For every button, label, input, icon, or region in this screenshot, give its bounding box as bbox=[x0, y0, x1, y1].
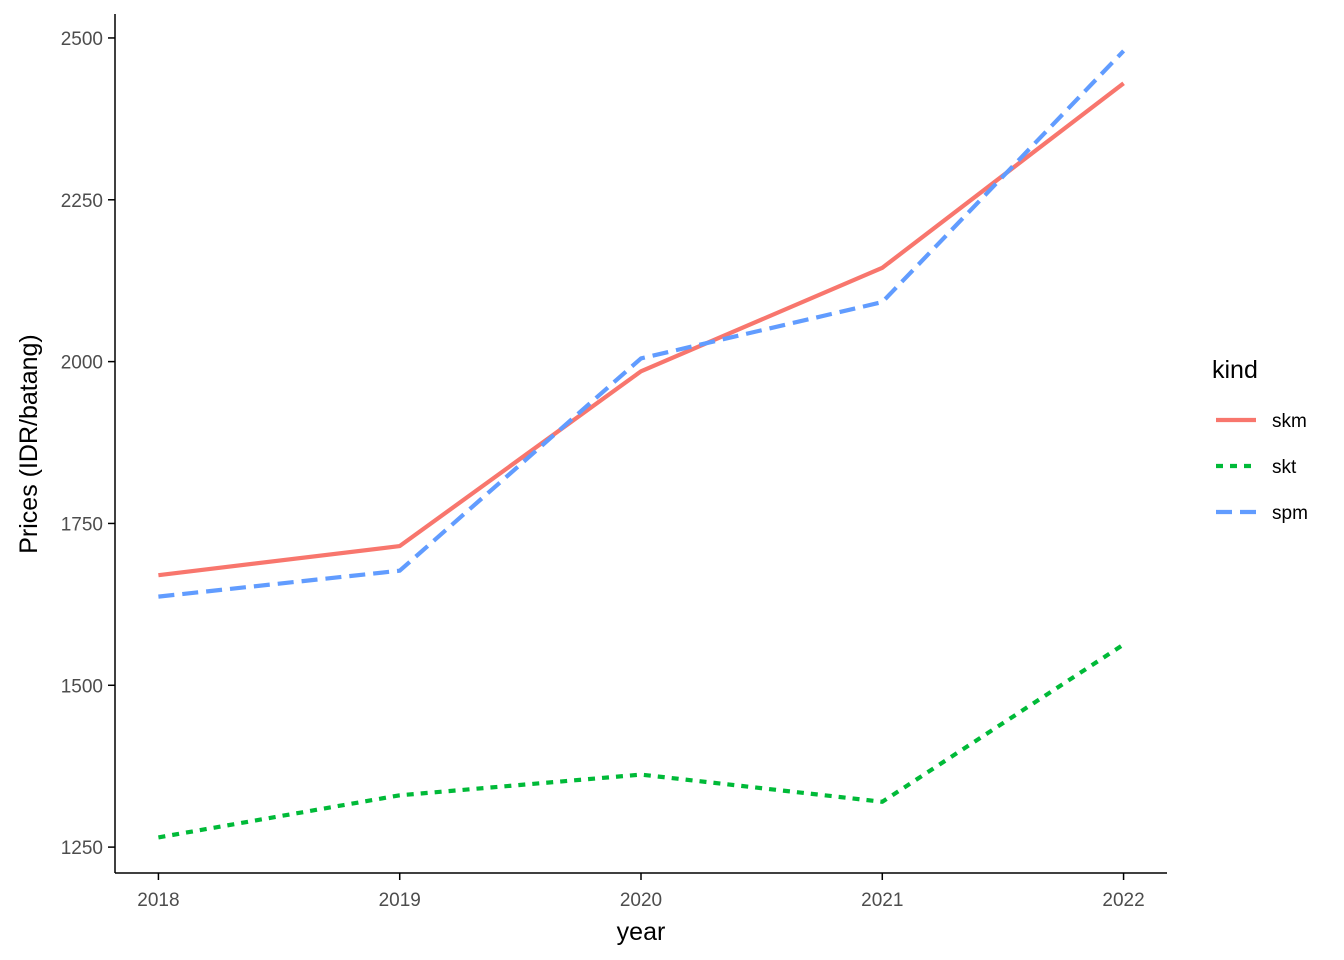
y-tick-label: 2250 bbox=[61, 191, 103, 212]
legend: kind skm skt spm bbox=[1212, 356, 1308, 524]
series-line-spm bbox=[158, 49, 1126, 599]
y-axis-title: Prices (IDR/batang) bbox=[15, 334, 43, 554]
x-tick-label: 2022 bbox=[1102, 890, 1144, 911]
series-line-skm bbox=[158, 81, 1125, 578]
legend-label-skm: skm bbox=[1272, 411, 1307, 432]
x-tick-label: 2020 bbox=[620, 890, 662, 911]
y-tick-label: 1250 bbox=[61, 838, 103, 859]
y-tick-label: 1750 bbox=[61, 514, 103, 535]
x-tick-label: 2021 bbox=[861, 890, 903, 911]
legend-label-skt: skt bbox=[1272, 457, 1297, 478]
y-tick-label: 1500 bbox=[61, 676, 103, 697]
legend-items: skm skt spm bbox=[1216, 411, 1308, 524]
plot-series bbox=[158, 49, 1126, 840]
series-line-skt bbox=[158, 642, 1125, 840]
legend-title: kind bbox=[1212, 356, 1258, 384]
x-axis-ticks: 2018 2019 2020 2021 2022 bbox=[137, 873, 1145, 911]
y-axis-ticks: 1250 1500 1750 2000 2250 2500 bbox=[61, 29, 115, 859]
x-tick-label: 2019 bbox=[379, 890, 421, 911]
y-tick-label: 2500 bbox=[61, 29, 103, 50]
legend-label-spm: spm bbox=[1272, 503, 1308, 524]
y-tick-label: 2000 bbox=[61, 353, 103, 374]
x-tick-label: 2018 bbox=[137, 890, 179, 911]
x-axis-title: year bbox=[617, 918, 666, 946]
